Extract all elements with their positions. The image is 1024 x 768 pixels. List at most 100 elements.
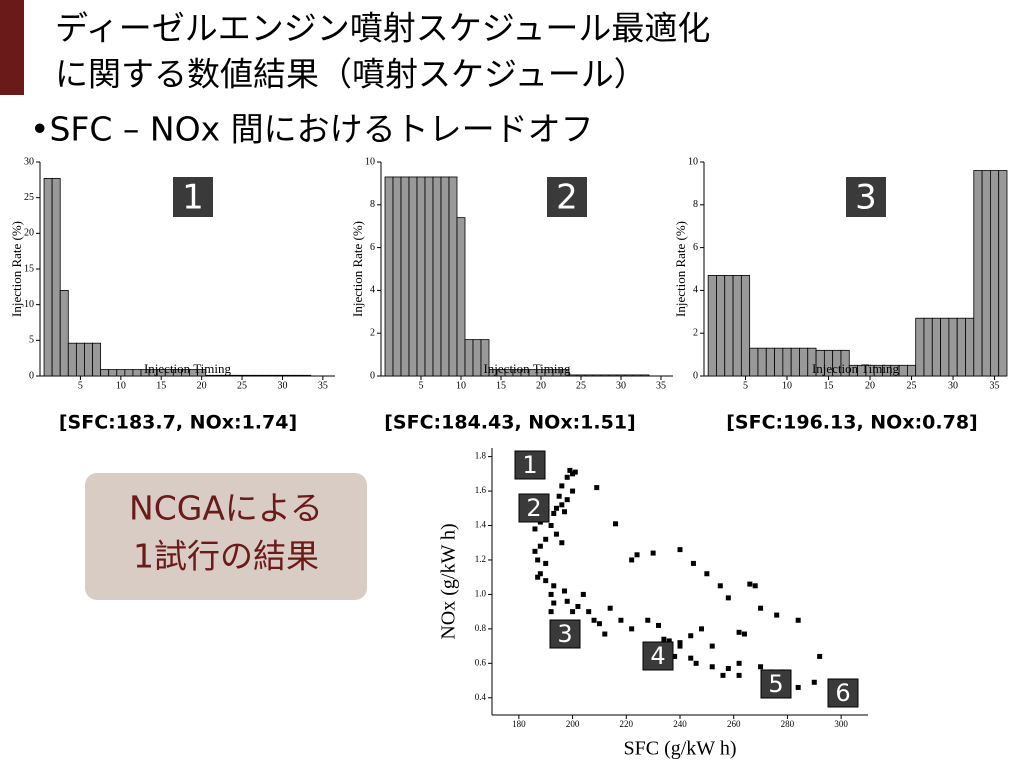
title-line: ディーゼルエンジン噴射スケジュール最適化 [55, 9, 710, 48]
bar [237, 374, 247, 377]
point [752, 583, 758, 589]
point [677, 640, 683, 646]
note-line: NCGAによる [129, 489, 323, 528]
point [758, 605, 764, 611]
point [645, 617, 651, 623]
bar [940, 317, 950, 377]
y-tick-label: 6 [693, 242, 698, 253]
title-line: に関する数値結果（噴射スケジュール） [55, 55, 647, 94]
x-tick-label: 20 [197, 380, 207, 391]
y-axis-label: Injection Rate (%) [673, 221, 688, 317]
point [736, 629, 742, 635]
point [532, 548, 538, 554]
accent-bar [0, 0, 24, 95]
point [537, 571, 543, 577]
x-tick-label: 20 [865, 380, 875, 391]
bar [92, 342, 102, 377]
point [548, 591, 554, 597]
bar [132, 369, 142, 377]
bar [51, 178, 61, 377]
point [602, 631, 608, 637]
y-tick-label: 10 [688, 156, 698, 167]
y-tick-label: 30 [24, 156, 34, 167]
bar [948, 317, 958, 377]
x-tick-label: 35 [990, 380, 1000, 391]
x-tick-label: 15 [156, 380, 166, 391]
point [736, 672, 742, 678]
bar [294, 374, 304, 377]
bar [480, 339, 490, 377]
x-tick-label: 200 [566, 719, 580, 729]
bar [261, 374, 271, 377]
point [629, 626, 635, 632]
annotation: 3 [557, 620, 572, 648]
y-tick-label: 1.8 [475, 451, 487, 461]
bar [392, 176, 402, 377]
y-tick-label: 4 [370, 285, 375, 296]
point [811, 679, 817, 685]
y-tick-label: 8 [693, 199, 698, 210]
bar [584, 374, 594, 377]
badge [547, 177, 587, 217]
x-tick-label: 30 [948, 380, 958, 391]
point [661, 636, 667, 642]
bar [600, 374, 610, 377]
bar [448, 176, 458, 377]
x-tick-label: 10 [456, 380, 466, 391]
bar [269, 374, 279, 377]
bar [931, 317, 941, 377]
point [688, 655, 694, 661]
y-axis-label: NOx (g/kW h) [438, 523, 460, 639]
bar [108, 369, 118, 377]
point [562, 588, 568, 594]
point [709, 643, 715, 649]
bar [965, 317, 975, 377]
point [747, 581, 753, 587]
point [570, 471, 576, 477]
bar [716, 275, 726, 377]
annotation-box [827, 678, 859, 708]
y-tick-label: 5 [29, 335, 34, 346]
bar [632, 374, 642, 377]
bar [472, 339, 482, 377]
bar [732, 275, 742, 377]
point [666, 638, 672, 644]
y-tick-label: 1.4 [475, 520, 487, 530]
bar [416, 176, 426, 377]
bar [67, 342, 77, 377]
bar [576, 374, 586, 377]
annotation-box [514, 450, 546, 480]
bar [432, 176, 442, 377]
x-tick-label: 5 [419, 380, 424, 391]
bar [989, 170, 1000, 377]
point [535, 557, 541, 563]
y-tick-label: 25 [24, 192, 34, 203]
point [537, 543, 543, 549]
bar [790, 347, 800, 377]
bar [245, 374, 255, 377]
point [591, 617, 597, 623]
point [572, 469, 578, 475]
bar [973, 170, 983, 377]
y-tick-label: 0.4 [475, 692, 487, 702]
x-axis-label: Injection Timing [812, 361, 900, 376]
bar [998, 170, 1008, 377]
caption: [SFC:196.13, NOx:0.78] [726, 412, 978, 434]
point [553, 505, 559, 511]
y-tick-label: 10 [24, 299, 34, 310]
point [556, 493, 562, 499]
bar [384, 176, 394, 377]
annotation-box [642, 641, 674, 671]
y-tick-label: 20 [24, 228, 34, 239]
point [575, 603, 581, 609]
point [650, 550, 656, 556]
point [535, 574, 541, 580]
annotation: 1 [522, 451, 537, 479]
point [736, 660, 742, 666]
badge [173, 177, 213, 217]
badge-label: 1 [182, 178, 204, 218]
point [596, 621, 602, 627]
bar [923, 317, 933, 377]
x-tick-label: 25 [907, 380, 917, 391]
y-axis-label: Injection Rate (%) [350, 221, 365, 317]
